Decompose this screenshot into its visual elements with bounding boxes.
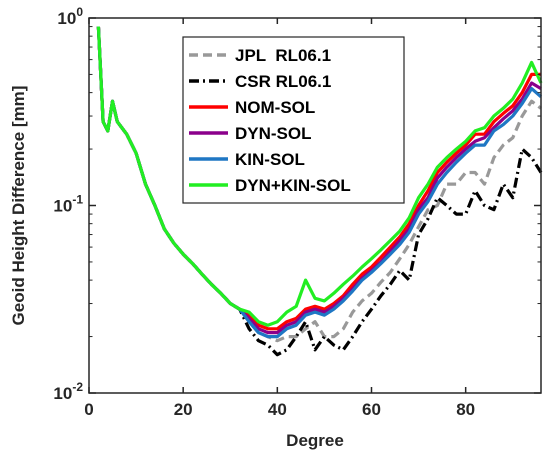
y-tick-label: 100 xyxy=(57,5,83,28)
y-tick-label: 10-1 xyxy=(53,193,83,216)
x-tick-label: 80 xyxy=(456,400,475,419)
legend-label-6: DYN+KIN-SOL xyxy=(235,176,351,195)
legend-label-4: DYN-SOL xyxy=(235,124,312,143)
legend: JPL RL06.1 CSR RL06.1 NOM-SOL DYN-SOL KIN-SO… xyxy=(182,36,405,204)
x-axis-label: Degree xyxy=(286,431,344,450)
series-layer xyxy=(96,26,543,357)
axes-layer: 0 20 40 60 80 10-2 10-1 100 xyxy=(53,5,542,419)
legend-label-3: NOM-SOL xyxy=(235,98,315,117)
series-line-2 xyxy=(96,26,543,357)
legend-box xyxy=(182,36,405,204)
series-line-6 xyxy=(96,26,543,327)
x-tick-label: 40 xyxy=(268,400,287,419)
legend-label-2: CSR RL06.1 xyxy=(235,72,331,91)
y-tick-label: 10-2 xyxy=(53,380,83,403)
legend-label-5: KIN-SOL xyxy=(235,150,305,169)
y-axis-label: Geoid Height Difference [mm] xyxy=(9,86,28,326)
legend-label-1: JPL RL06.1 xyxy=(235,46,331,65)
x-tick-label: 60 xyxy=(362,400,381,419)
x-tick-label: 0 xyxy=(84,400,93,419)
x-tick-label: 20 xyxy=(174,400,193,419)
